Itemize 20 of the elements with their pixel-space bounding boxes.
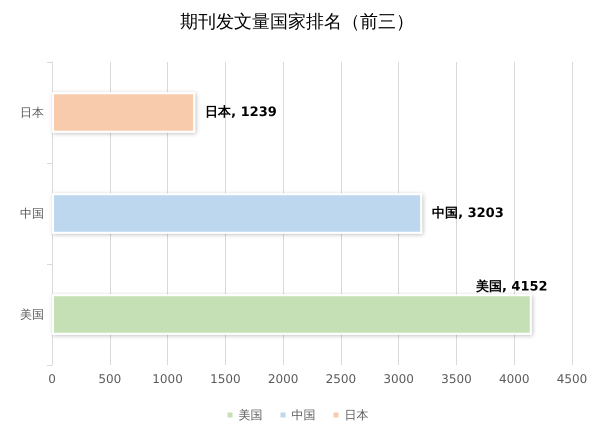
x-tick-label: 1500: [210, 372, 241, 386]
y-tick-label: 中国: [20, 206, 44, 220]
x-tick-label: 4000: [498, 372, 530, 386]
x-tick-label: 0: [48, 372, 56, 386]
legend-label: 中国: [292, 408, 316, 422]
x-tick-label: 3000: [383, 372, 414, 386]
chart-title: 期刊发文量国家排名（前三）: [180, 12, 414, 32]
legend-label: 美国: [238, 408, 262, 422]
x-tick-label: 3500: [441, 372, 472, 386]
x-tick-label: 4500: [556, 372, 588, 386]
x-tick-label: 2000: [268, 372, 298, 386]
data-label: 美国, 4152: [474, 278, 548, 294]
legend-label: 日本: [344, 408, 368, 422]
x-tick-label: 500: [98, 372, 122, 386]
x-tick-label: 1000: [152, 372, 183, 386]
y-tick-label: 美国: [20, 308, 44, 322]
data-label: 中国, 3203: [432, 206, 504, 221]
x-tick-label: 2500: [326, 372, 356, 386]
y-tick-label: 日本: [20, 106, 44, 120]
data-label: 日本, 1239: [205, 105, 277, 120]
